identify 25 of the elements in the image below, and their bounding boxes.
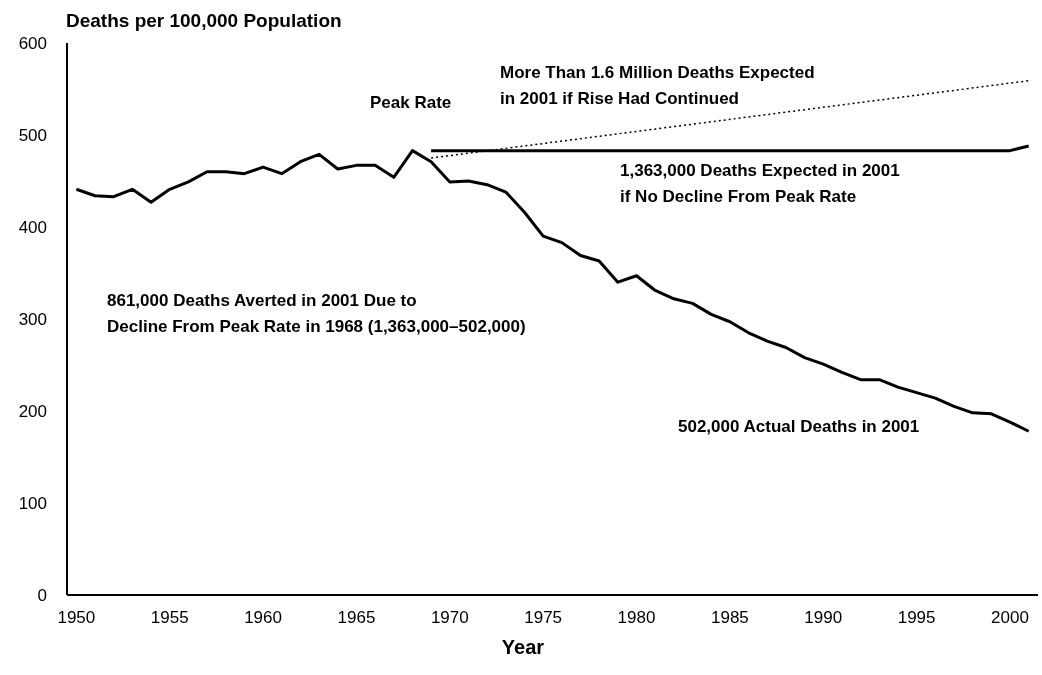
y-tick-label: 400 (18, 218, 47, 238)
x-tick-label: 1955 (150, 608, 189, 628)
x-tick-label: 1995 (897, 608, 936, 628)
x-tick-label: 1990 (804, 608, 843, 628)
x-tick-label: 1960 (244, 608, 282, 628)
x-tick-label: 1985 (710, 608, 749, 628)
annotation: 861,000 Deaths Averted in 2001 Due to Decline From Peak Rate in 1968 (1,363,000–502,000) (107, 291, 526, 336)
annotation: More Than 1.6 Million Deaths Expected in 2001 if Rise Had Continued (500, 63, 815, 108)
y-tick-label: 500 (18, 126, 47, 146)
annotation: Peak Rate (370, 93, 452, 112)
y-axis-title: Deaths per 100,000 Population (66, 10, 342, 31)
y-tick-label: 600 (18, 34, 47, 54)
annotation: 502,000 Actual Deaths in 2001 (678, 417, 920, 436)
y-tick-label: 100 (18, 494, 47, 514)
y-tick-label: 200 (18, 402, 47, 422)
y-tick-label: 300 (18, 310, 47, 330)
x-tick-label: 1970 (430, 608, 469, 628)
x-tick-label: 1980 (617, 608, 656, 628)
annotation: 1,363,000 Deaths Expected in 2001 if No Decline From Peak Rate (620, 161, 900, 206)
x-tick-label: 1965 (337, 608, 376, 628)
x-tick-label: 2000 (991, 608, 1029, 628)
y-tick-label: 0 (37, 586, 47, 606)
x-axis-title: Year (501, 636, 545, 658)
x-tick-label: 1950 (57, 608, 96, 628)
x-tick-label: 1975 (524, 608, 563, 628)
